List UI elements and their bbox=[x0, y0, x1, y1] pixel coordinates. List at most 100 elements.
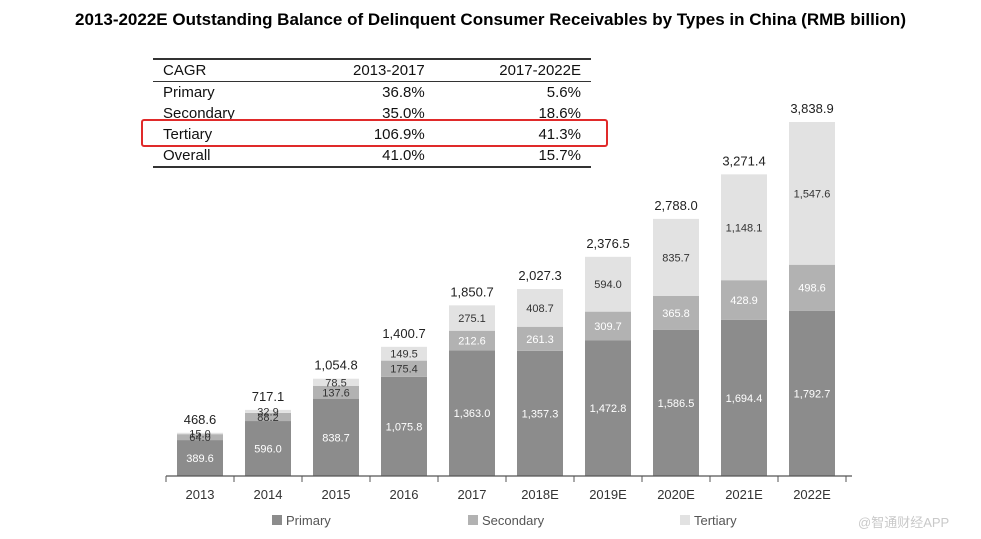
data-label-secondary: 498.6 bbox=[798, 283, 826, 295]
data-label-primary: 1,357.3 bbox=[522, 408, 559, 420]
x-tick-label: 2022E bbox=[793, 487, 831, 502]
bar-primary-2017 bbox=[449, 350, 495, 476]
cagr-value: 5.6% bbox=[546, 84, 581, 101]
x-tick-label: 2021E bbox=[725, 487, 763, 502]
data-label-primary: 838.7 bbox=[322, 432, 350, 444]
data-label-primary: 1,586.5 bbox=[658, 398, 695, 410]
bar-secondary-2013 bbox=[177, 434, 223, 441]
bar-primary-2014 bbox=[245, 421, 291, 476]
bar-primary-2015 bbox=[313, 398, 359, 476]
data-label-secondary: 261.3 bbox=[526, 334, 554, 346]
total-label: 717.1 bbox=[252, 389, 285, 404]
cagr-row-overall: Overall 41.0% 15.7% bbox=[153, 145, 591, 168]
data-label-tertiary: 1,148.1 bbox=[726, 222, 763, 234]
bar-tertiary-2017 bbox=[449, 305, 495, 331]
data-label-secondary: 88.2 bbox=[257, 412, 278, 424]
cagr-value: 15.7% bbox=[434, 145, 591, 168]
data-label-secondary: 64.0 bbox=[189, 432, 210, 444]
bar-secondary-2016 bbox=[381, 360, 427, 377]
cagr-header-label: CAGR bbox=[153, 58, 294, 82]
x-tick-label: 2017 bbox=[458, 487, 487, 502]
data-label-primary: 1,694.4 bbox=[726, 393, 763, 405]
data-label-primary: 1,363.0 bbox=[454, 408, 491, 420]
legend-swatch-tertiary bbox=[680, 515, 690, 525]
x-tick-label: 2019E bbox=[589, 487, 627, 502]
data-label-secondary: 309.7 bbox=[594, 321, 622, 333]
x-tick-label: 2015 bbox=[322, 487, 351, 502]
cagr-header-2017-2022e: 2017-2022E bbox=[434, 58, 591, 82]
data-label-tertiary: 408.7 bbox=[526, 303, 554, 315]
total-label: 2,788.0 bbox=[654, 198, 697, 213]
total-label: 3,838.9 bbox=[790, 101, 833, 116]
bar-secondary-2014 bbox=[245, 412, 291, 422]
data-label-tertiary: 78.5 bbox=[325, 377, 346, 389]
total-label: 1,400.7 bbox=[382, 326, 425, 341]
cagr-value: 106.9% bbox=[373, 126, 425, 143]
bar-primary-2022E bbox=[789, 310, 835, 476]
data-label-secondary: 365.8 bbox=[662, 308, 690, 320]
cagr-value: 36.8% bbox=[382, 84, 425, 101]
total-label: 2,027.3 bbox=[518, 268, 561, 283]
data-label-secondary: 175.4 bbox=[390, 364, 418, 376]
bar-tertiary-2018E bbox=[517, 289, 563, 327]
bar-secondary-2018E bbox=[517, 326, 563, 351]
bar-secondary-2020E bbox=[653, 295, 699, 330]
x-tick-label: 2016 bbox=[390, 487, 419, 502]
cagr-row-label: Tertiary bbox=[163, 126, 213, 143]
cagr-row-label: Primary bbox=[163, 84, 215, 101]
bar-primary-2013 bbox=[177, 440, 223, 476]
cagr-table: CAGR 2013-2017 2017-2022E Primary 36.8% … bbox=[153, 58, 591, 168]
cagr-row-tertiary: Tertiary 106.9% 41.3% bbox=[153, 124, 591, 145]
cagr-row-primary: Primary 36.8% 5.6% bbox=[153, 82, 591, 104]
cagr-row-label: Secondary bbox=[163, 105, 235, 122]
data-label-primary: 596.0 bbox=[254, 444, 282, 456]
bar-tertiary-2016 bbox=[381, 346, 427, 361]
x-tick-label: 2018E bbox=[521, 487, 559, 502]
cagr-value: 41.3% bbox=[538, 126, 581, 143]
cagr-row-label: Overall bbox=[153, 145, 294, 168]
data-label-secondary: 428.9 bbox=[730, 295, 758, 307]
data-label-tertiary: 149.5 bbox=[390, 349, 418, 361]
data-label-tertiary: 594.0 bbox=[594, 279, 622, 291]
bar-primary-2020E bbox=[653, 329, 699, 476]
data-label-tertiary: 275.1 bbox=[458, 313, 486, 325]
data-label-primary: 389.6 bbox=[186, 453, 214, 465]
data-label-tertiary: 32.9 bbox=[257, 406, 278, 418]
data-label-primary: 1,075.8 bbox=[386, 421, 423, 433]
x-tick-label: 2013 bbox=[186, 487, 215, 502]
bar-tertiary-2022E bbox=[789, 122, 835, 265]
bar-primary-2021E bbox=[721, 319, 767, 476]
cagr-value: 41.0% bbox=[293, 145, 435, 168]
data-label-tertiary: 835.7 bbox=[662, 252, 690, 264]
legend-label-tertiary: Tertiary bbox=[694, 513, 737, 528]
total-label: 1,850.7 bbox=[450, 284, 493, 299]
cagr-header-2013-2017: 2013-2017 bbox=[293, 58, 435, 82]
cagr-row-secondary: Secondary 35.0% 18.6% bbox=[153, 103, 591, 124]
x-tick-label: 2014 bbox=[254, 487, 283, 502]
data-label-tertiary: 1,547.6 bbox=[794, 188, 831, 200]
bar-tertiary-2019E bbox=[585, 256, 631, 312]
cagr-value: 35.0% bbox=[382, 105, 425, 122]
total-label: 2,376.5 bbox=[586, 236, 629, 251]
bar-primary-2016 bbox=[381, 376, 427, 476]
legend-label-primary: Primary bbox=[286, 513, 331, 528]
bar-secondary-2022E bbox=[789, 264, 835, 311]
cagr-value: 18.6% bbox=[538, 105, 581, 122]
legend-swatch-secondary bbox=[468, 515, 478, 525]
cagr-header-row: CAGR 2013-2017 2017-2022E bbox=[153, 58, 591, 82]
bar-primary-2018E bbox=[517, 350, 563, 476]
bar-primary-2019E bbox=[585, 340, 631, 476]
bar-tertiary-2020E bbox=[653, 218, 699, 296]
data-label-primary: 1,792.7 bbox=[794, 388, 831, 400]
total-label: 468.6 bbox=[184, 412, 217, 427]
bar-tertiary-2015 bbox=[313, 378, 359, 386]
total-label: 1,054.8 bbox=[314, 358, 357, 373]
bar-secondary-2019E bbox=[585, 311, 631, 341]
legend-label-secondary: Secondary bbox=[482, 513, 545, 528]
data-label-primary: 1,472.8 bbox=[590, 403, 627, 415]
bar-tertiary-2014 bbox=[245, 409, 291, 413]
data-label-secondary: 212.6 bbox=[458, 336, 486, 348]
data-label-secondary: 137.6 bbox=[322, 387, 350, 399]
watermark: @智通财经APP bbox=[858, 515, 950, 530]
